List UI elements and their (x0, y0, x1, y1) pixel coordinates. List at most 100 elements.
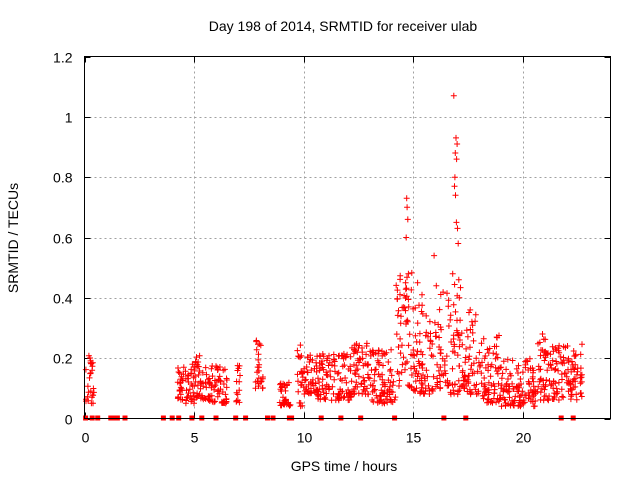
data-point (353, 379, 360, 386)
data-point (503, 366, 510, 373)
data-point (319, 376, 326, 383)
data-point (459, 382, 466, 389)
data-point (559, 360, 566, 367)
data-point (374, 357, 381, 364)
data-point (468, 318, 475, 325)
data-point (402, 307, 409, 314)
data-point (408, 286, 415, 293)
data-point (216, 364, 223, 370)
data-point (553, 391, 560, 397)
data-point (192, 378, 199, 385)
data-point (408, 372, 415, 378)
data-point (431, 319, 438, 326)
data-point (88, 400, 95, 407)
data-point (325, 386, 332, 393)
data-point (208, 365, 215, 372)
data-point (437, 364, 444, 371)
data-point (308, 389, 315, 396)
data-point (387, 366, 394, 373)
data-point (370, 382, 376, 389)
data-point (559, 393, 566, 400)
data-point (517, 376, 524, 382)
data-point (558, 386, 565, 393)
data-point (322, 396, 329, 403)
data-point (327, 373, 334, 380)
data-point (455, 377, 462, 384)
data-point (188, 398, 195, 405)
data-point (397, 335, 404, 342)
x-tick-label: 15 (406, 430, 422, 446)
data-point (518, 391, 525, 398)
data-point (544, 367, 551, 374)
data-point (414, 348, 421, 355)
data-point (405, 303, 412, 310)
data-point (455, 240, 462, 247)
data-point (456, 363, 463, 369)
data-point (564, 379, 570, 386)
data-point (397, 350, 404, 357)
data-point (429, 388, 436, 394)
data-point (396, 377, 403, 384)
data-point (535, 383, 542, 390)
data-point (397, 291, 403, 298)
data-point (336, 390, 343, 397)
data-point (177, 384, 184, 391)
data-point (341, 362, 348, 369)
data-point (234, 362, 241, 369)
data-point (316, 379, 323, 386)
data-point (568, 391, 575, 398)
data-point (497, 392, 503, 399)
y-axis-label: SRMTID / TECUs (5, 183, 21, 293)
data-point (319, 351, 326, 357)
data-point (452, 150, 459, 156)
data-point (551, 367, 558, 373)
y-tick-label: 1.2 (53, 50, 73, 66)
data-point (573, 396, 580, 403)
data-point (577, 390, 584, 397)
data-point (253, 346, 260, 353)
data-point (343, 379, 350, 386)
data-point (335, 369, 342, 376)
data-point (404, 216, 411, 223)
data-point (469, 329, 476, 336)
data-point (365, 374, 372, 381)
x-tick-label: 10 (297, 430, 313, 446)
data-point (410, 347, 417, 353)
data-point (529, 398, 536, 405)
data-point (518, 381, 524, 387)
data-point (505, 376, 511, 382)
data-point (369, 388, 376, 395)
data-point (376, 398, 383, 405)
data-point (282, 384, 288, 391)
data-point (199, 394, 206, 401)
data-point (358, 380, 365, 387)
data-point (552, 380, 559, 387)
data-point (537, 396, 544, 403)
data-point (385, 377, 392, 384)
data-point (220, 399, 227, 406)
data-point (203, 371, 210, 378)
data-point (459, 341, 466, 348)
data-point (570, 364, 577, 370)
data-point (423, 367, 430, 374)
data-point (478, 380, 485, 387)
data-point (295, 378, 301, 385)
data-point (255, 364, 262, 371)
data-point (447, 391, 454, 398)
data-point (87, 370, 94, 377)
data-point (567, 396, 574, 403)
data-point (526, 381, 533, 388)
data-point (177, 391, 184, 398)
data-point (509, 357, 516, 364)
data-point (471, 382, 478, 389)
data-point (416, 330, 423, 337)
data-point (397, 320, 404, 327)
data-point (556, 342, 563, 349)
data-point (175, 365, 181, 371)
data-point (366, 375, 373, 382)
data-point (482, 364, 489, 371)
data-point (354, 366, 361, 373)
data-point (377, 393, 384, 400)
data-point (441, 367, 448, 374)
data-point (309, 380, 316, 387)
